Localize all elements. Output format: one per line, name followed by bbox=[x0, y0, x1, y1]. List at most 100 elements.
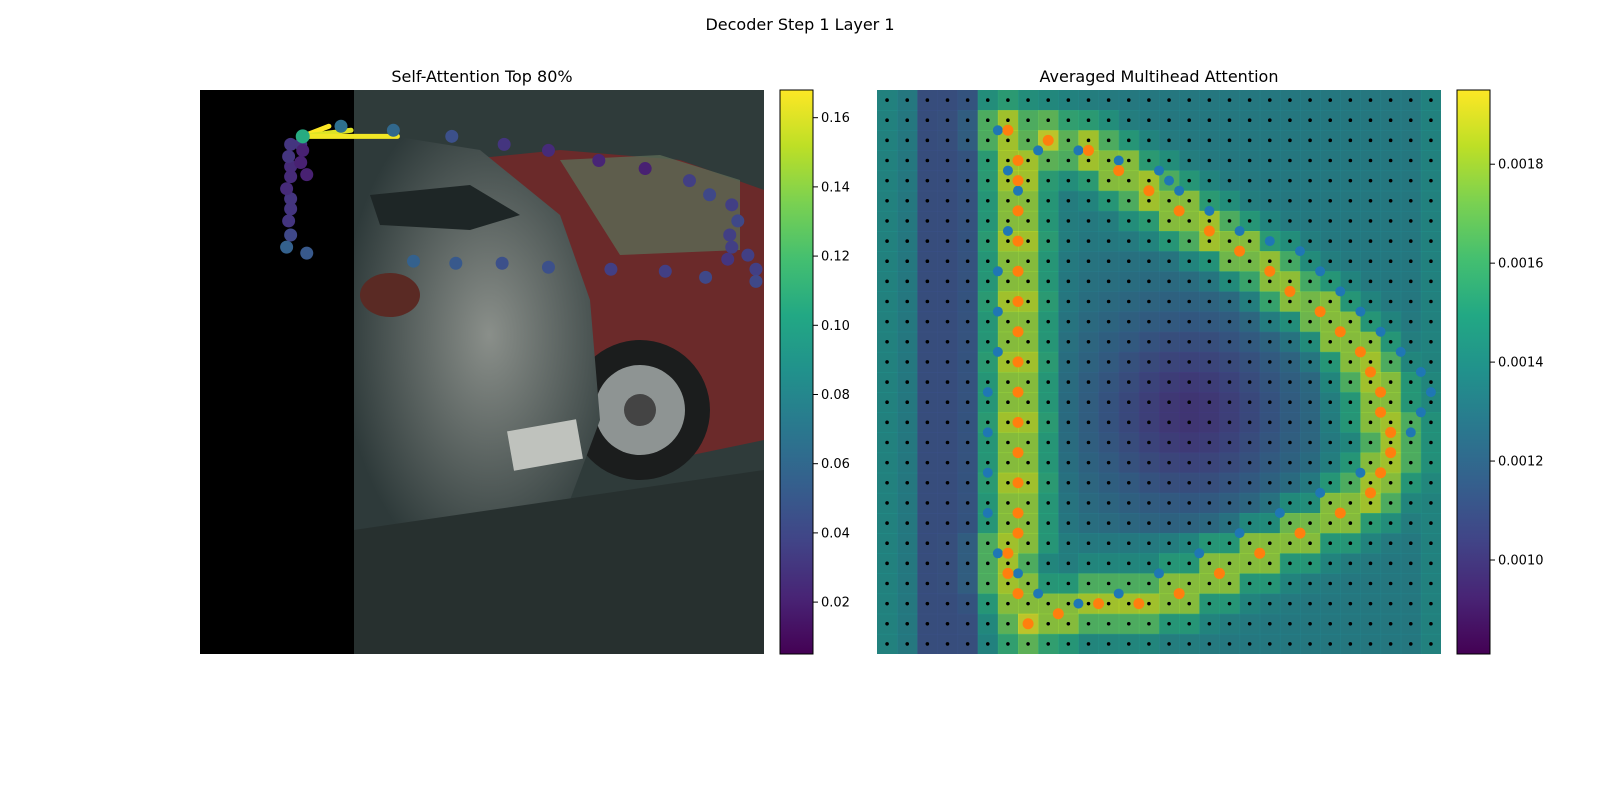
predicted-point bbox=[1012, 477, 1024, 489]
grid-dot bbox=[1267, 642, 1272, 646]
predicted-point bbox=[1133, 598, 1145, 610]
grid-dot bbox=[925, 460, 930, 465]
grid-dot bbox=[1187, 501, 1192, 505]
grid-dot bbox=[885, 239, 889, 243]
grid-dot bbox=[1288, 299, 1292, 304]
ground-truth-point bbox=[1073, 145, 1084, 156]
grid-dot bbox=[1006, 440, 1010, 445]
grid-dot bbox=[1408, 420, 1413, 425]
grid-dot bbox=[1368, 501, 1373, 505]
grid-dot bbox=[965, 259, 970, 264]
grid-dot bbox=[925, 480, 930, 485]
grid-dot bbox=[1267, 440, 1272, 445]
grid-dot bbox=[885, 380, 889, 384]
grid-dot bbox=[1207, 480, 1212, 485]
grid-dot bbox=[1187, 158, 1192, 163]
grid-dot bbox=[1026, 380, 1030, 384]
grid-dot bbox=[1388, 158, 1393, 163]
grid-dot bbox=[1187, 198, 1192, 203]
grid-dot bbox=[1147, 198, 1151, 203]
grid-dot bbox=[965, 621, 970, 626]
grid-dot bbox=[1429, 158, 1433, 163]
grid-dot bbox=[1408, 521, 1413, 525]
grid-dot bbox=[1207, 460, 1212, 465]
grid-dot bbox=[1348, 581, 1353, 586]
grid-dot bbox=[1227, 138, 1232, 143]
query-point bbox=[731, 214, 745, 228]
grid-dot bbox=[1207, 561, 1212, 566]
grid-dot bbox=[1046, 440, 1051, 445]
grid-dot bbox=[1408, 239, 1413, 243]
grid-dot bbox=[925, 98, 930, 102]
grid-dot bbox=[1147, 541, 1151, 546]
grid-dot bbox=[1006, 118, 1010, 123]
grid-dot bbox=[1288, 581, 1292, 586]
grid-dot bbox=[905, 198, 910, 203]
grid-dot bbox=[1207, 138, 1212, 143]
grid-dot bbox=[1267, 400, 1272, 405]
grid-dot bbox=[905, 380, 910, 384]
grid-dot bbox=[905, 279, 910, 284]
grid-dot bbox=[1126, 621, 1131, 626]
grid-dot bbox=[1126, 642, 1131, 646]
grid-dot bbox=[965, 319, 970, 324]
grid-dot bbox=[1348, 178, 1353, 183]
grid-dot bbox=[1328, 259, 1333, 264]
grid-dot bbox=[1167, 541, 1171, 546]
grid-dot bbox=[1408, 541, 1413, 546]
predicted-point bbox=[1284, 285, 1296, 297]
grid-dot bbox=[965, 521, 970, 525]
grid-dot bbox=[1348, 420, 1353, 425]
grid-dot bbox=[905, 138, 910, 143]
grid-dot bbox=[1247, 198, 1252, 203]
grid-dot bbox=[965, 138, 970, 143]
query-point bbox=[495, 256, 509, 270]
grid-dot bbox=[1368, 279, 1373, 284]
grid-dot bbox=[1348, 219, 1353, 223]
grid-dot bbox=[1247, 158, 1252, 163]
grid-dot bbox=[1126, 541, 1131, 546]
grid-dot bbox=[965, 581, 970, 586]
grid-dot bbox=[1247, 601, 1252, 606]
predicted-point bbox=[1052, 608, 1064, 620]
grid-dot bbox=[1167, 138, 1171, 143]
grid-dot bbox=[1006, 420, 1010, 425]
ground-truth-point bbox=[1194, 548, 1205, 559]
colorbar-tick-label: 0.06 bbox=[821, 457, 850, 472]
predicted-point bbox=[1012, 155, 1024, 166]
grid-dot bbox=[1328, 380, 1333, 384]
grid-dot bbox=[925, 319, 930, 324]
grid-dot bbox=[1227, 642, 1232, 646]
grid-dot bbox=[1086, 501, 1091, 505]
grid-dot bbox=[1046, 339, 1051, 344]
grid-dot bbox=[1227, 178, 1232, 183]
grid-dot bbox=[1368, 561, 1373, 566]
grid-dot bbox=[1388, 460, 1393, 465]
grid-dot bbox=[1247, 521, 1252, 525]
grid-dot bbox=[1026, 178, 1030, 183]
ground-truth-point bbox=[1204, 205, 1215, 216]
grid-dot bbox=[945, 521, 950, 525]
grid-dot bbox=[1126, 259, 1131, 264]
grid-dot bbox=[1348, 299, 1353, 304]
grid-dot bbox=[1066, 158, 1071, 163]
grid-dot bbox=[1147, 339, 1151, 344]
grid-dot bbox=[1086, 158, 1091, 163]
grid-dot bbox=[1187, 138, 1192, 143]
grid-dot bbox=[1388, 501, 1393, 505]
grid-dot bbox=[1247, 319, 1252, 324]
grid-dot bbox=[945, 118, 950, 123]
grid-dot bbox=[1368, 319, 1373, 324]
grid-dot bbox=[1368, 460, 1373, 465]
grid-dot bbox=[1408, 460, 1413, 465]
grid-dot bbox=[1106, 319, 1111, 324]
grid-dot bbox=[985, 601, 990, 606]
grid-dot bbox=[1046, 98, 1051, 102]
predicted-point bbox=[1093, 598, 1105, 610]
grid-dot bbox=[1388, 219, 1393, 223]
grid-dot bbox=[1328, 319, 1333, 324]
grid-dot bbox=[1267, 158, 1272, 163]
grid-dot bbox=[965, 198, 970, 203]
grid-dot bbox=[1126, 339, 1131, 344]
grid-dot bbox=[1348, 239, 1353, 243]
